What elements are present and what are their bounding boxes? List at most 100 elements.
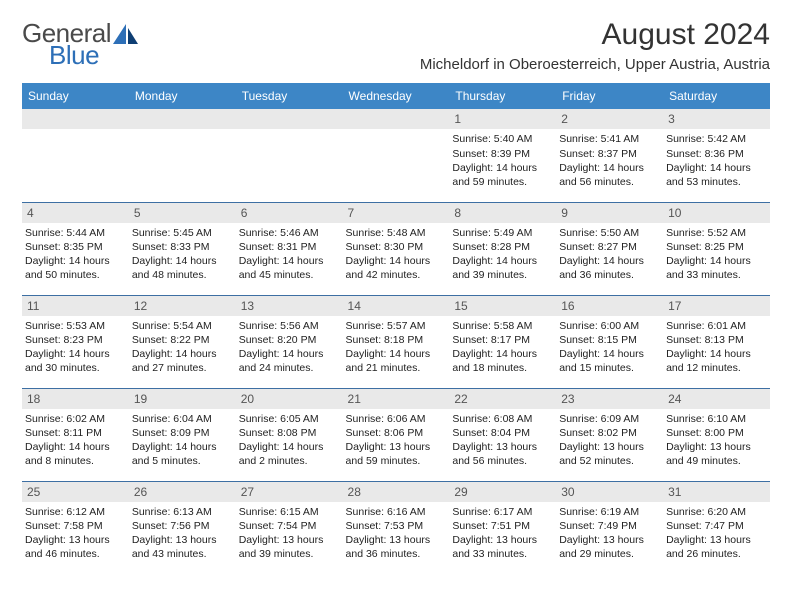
calendar-cell: 14Sunrise: 5:57 AMSunset: 8:18 PMDayligh… (343, 295, 450, 388)
calendar-row: 1Sunrise: 5:40 AMSunset: 8:39 PMDaylight… (22, 109, 770, 202)
calendar-cell: 27Sunrise: 6:15 AMSunset: 7:54 PMDayligh… (236, 481, 343, 574)
calendar-row: 11Sunrise: 5:53 AMSunset: 8:23 PMDayligh… (22, 295, 770, 388)
calendar-cell (236, 109, 343, 202)
sunset-line: Sunset: 7:51 PM (452, 519, 552, 533)
day-content: Sunrise: 6:06 AMSunset: 8:06 PMDaylight:… (343, 409, 450, 472)
sunset-line: Sunset: 7:58 PM (25, 519, 125, 533)
sunrise-line: Sunrise: 5:53 AM (25, 319, 125, 333)
sunset-line: Sunset: 8:08 PM (239, 426, 339, 440)
day-content: Sunrise: 5:42 AMSunset: 8:36 PMDaylight:… (663, 129, 770, 192)
calendar-cell: 6Sunrise: 5:46 AMSunset: 8:31 PMDaylight… (236, 202, 343, 295)
daylight-line: Daylight: 14 hours and 8 minutes. (25, 440, 125, 468)
calendar-cell: 23Sunrise: 6:09 AMSunset: 8:02 PMDayligh… (556, 388, 663, 481)
calendar-cell: 26Sunrise: 6:13 AMSunset: 7:56 PMDayligh… (129, 481, 236, 574)
sunset-line: Sunset: 8:31 PM (239, 240, 339, 254)
calendar-cell: 28Sunrise: 6:16 AMSunset: 7:53 PMDayligh… (343, 481, 450, 574)
day-number (129, 109, 236, 129)
weekday-header: Monday (129, 83, 236, 109)
day-number: 3 (663, 109, 770, 129)
calendar-cell: 12Sunrise: 5:54 AMSunset: 8:22 PMDayligh… (129, 295, 236, 388)
day-number: 15 (449, 296, 556, 316)
day-number: 12 (129, 296, 236, 316)
sunset-line: Sunset: 8:36 PM (666, 147, 766, 161)
calendar-cell: 11Sunrise: 5:53 AMSunset: 8:23 PMDayligh… (22, 295, 129, 388)
day-content: Sunrise: 6:12 AMSunset: 7:58 PMDaylight:… (22, 502, 129, 565)
logo-text-blue: Blue (49, 40, 99, 71)
sunrise-line: Sunrise: 6:12 AM (25, 505, 125, 519)
sunrise-line: Sunrise: 5:46 AM (239, 226, 339, 240)
sunset-line: Sunset: 8:11 PM (25, 426, 125, 440)
logo-sail-icon (113, 24, 139, 46)
daylight-line: Daylight: 14 hours and 36 minutes. (559, 254, 659, 282)
day-number: 8 (449, 203, 556, 223)
day-number: 18 (22, 389, 129, 409)
calendar-cell: 20Sunrise: 6:05 AMSunset: 8:08 PMDayligh… (236, 388, 343, 481)
sunrise-line: Sunrise: 5:48 AM (346, 226, 446, 240)
day-content: Sunrise: 5:50 AMSunset: 8:27 PMDaylight:… (556, 223, 663, 286)
sunset-line: Sunset: 7:54 PM (239, 519, 339, 533)
day-number: 7 (343, 203, 450, 223)
sunrise-line: Sunrise: 6:04 AM (132, 412, 232, 426)
sunrise-line: Sunrise: 6:09 AM (559, 412, 659, 426)
day-number: 14 (343, 296, 450, 316)
day-content: Sunrise: 5:54 AMSunset: 8:22 PMDaylight:… (129, 316, 236, 379)
weekday-header: Thursday (449, 83, 556, 109)
sunset-line: Sunset: 8:27 PM (559, 240, 659, 254)
daylight-line: Daylight: 14 hours and 21 minutes. (346, 347, 446, 375)
day-content: Sunrise: 5:57 AMSunset: 8:18 PMDaylight:… (343, 316, 450, 379)
calendar-cell (22, 109, 129, 202)
sunrise-line: Sunrise: 5:50 AM (559, 226, 659, 240)
daylight-line: Daylight: 13 hours and 56 minutes. (452, 440, 552, 468)
day-number: 29 (449, 482, 556, 502)
day-number: 24 (663, 389, 770, 409)
day-number: 16 (556, 296, 663, 316)
daylight-line: Daylight: 14 hours and 30 minutes. (25, 347, 125, 375)
calendar-cell: 25Sunrise: 6:12 AMSunset: 7:58 PMDayligh… (22, 481, 129, 574)
day-number: 2 (556, 109, 663, 129)
calendar-thead: Sunday Monday Tuesday Wednesday Thursday… (22, 83, 770, 109)
day-content: Sunrise: 5:44 AMSunset: 8:35 PMDaylight:… (22, 223, 129, 286)
daylight-line: Daylight: 13 hours and 46 minutes. (25, 533, 125, 561)
day-number: 28 (343, 482, 450, 502)
daylight-line: Daylight: 14 hours and 48 minutes. (132, 254, 232, 282)
day-number: 27 (236, 482, 343, 502)
day-content: Sunrise: 5:49 AMSunset: 8:28 PMDaylight:… (449, 223, 556, 286)
daylight-line: Daylight: 13 hours and 52 minutes. (559, 440, 659, 468)
sunset-line: Sunset: 7:47 PM (666, 519, 766, 533)
sunset-line: Sunset: 8:25 PM (666, 240, 766, 254)
calendar-row: 25Sunrise: 6:12 AMSunset: 7:58 PMDayligh… (22, 481, 770, 574)
sunset-line: Sunset: 7:53 PM (346, 519, 446, 533)
sunrise-line: Sunrise: 6:15 AM (239, 505, 339, 519)
sunrise-line: Sunrise: 6:08 AM (452, 412, 552, 426)
sunrise-line: Sunrise: 6:16 AM (346, 505, 446, 519)
sunset-line: Sunset: 8:20 PM (239, 333, 339, 347)
daylight-line: Daylight: 14 hours and 39 minutes. (452, 254, 552, 282)
sunset-line: Sunset: 8:37 PM (559, 147, 659, 161)
daylight-line: Daylight: 13 hours and 33 minutes. (452, 533, 552, 561)
weekday-header: Tuesday (236, 83, 343, 109)
title-block: August 2024 Micheldorf in Oberoesterreic… (420, 18, 770, 73)
calendar-cell: 4Sunrise: 5:44 AMSunset: 8:35 PMDaylight… (22, 202, 129, 295)
daylight-line: Daylight: 14 hours and 24 minutes. (239, 347, 339, 375)
sunset-line: Sunset: 8:09 PM (132, 426, 232, 440)
day-content: Sunrise: 6:15 AMSunset: 7:54 PMDaylight:… (236, 502, 343, 565)
daylight-line: Daylight: 13 hours and 39 minutes. (239, 533, 339, 561)
weekday-header: Saturday (663, 83, 770, 109)
day-content: Sunrise: 6:00 AMSunset: 8:15 PMDaylight:… (556, 316, 663, 379)
day-content: Sunrise: 6:10 AMSunset: 8:00 PMDaylight:… (663, 409, 770, 472)
day-content: Sunrise: 6:19 AMSunset: 7:49 PMDaylight:… (556, 502, 663, 565)
daylight-line: Daylight: 14 hours and 5 minutes. (132, 440, 232, 468)
day-content: Sunrise: 5:41 AMSunset: 8:37 PMDaylight:… (556, 129, 663, 192)
day-content: Sunrise: 6:09 AMSunset: 8:02 PMDaylight:… (556, 409, 663, 472)
calendar-cell: 31Sunrise: 6:20 AMSunset: 7:47 PMDayligh… (663, 481, 770, 574)
calendar-cell: 8Sunrise: 5:49 AMSunset: 8:28 PMDaylight… (449, 202, 556, 295)
calendar-cell: 3Sunrise: 5:42 AMSunset: 8:36 PMDaylight… (663, 109, 770, 202)
sunrise-line: Sunrise: 5:57 AM (346, 319, 446, 333)
day-number: 1 (449, 109, 556, 129)
sunset-line: Sunset: 8:28 PM (452, 240, 552, 254)
sunrise-line: Sunrise: 5:54 AM (132, 319, 232, 333)
day-number: 21 (343, 389, 450, 409)
calendar-cell: 30Sunrise: 6:19 AMSunset: 7:49 PMDayligh… (556, 481, 663, 574)
sunrise-line: Sunrise: 6:01 AM (666, 319, 766, 333)
calendar-cell: 16Sunrise: 6:00 AMSunset: 8:15 PMDayligh… (556, 295, 663, 388)
